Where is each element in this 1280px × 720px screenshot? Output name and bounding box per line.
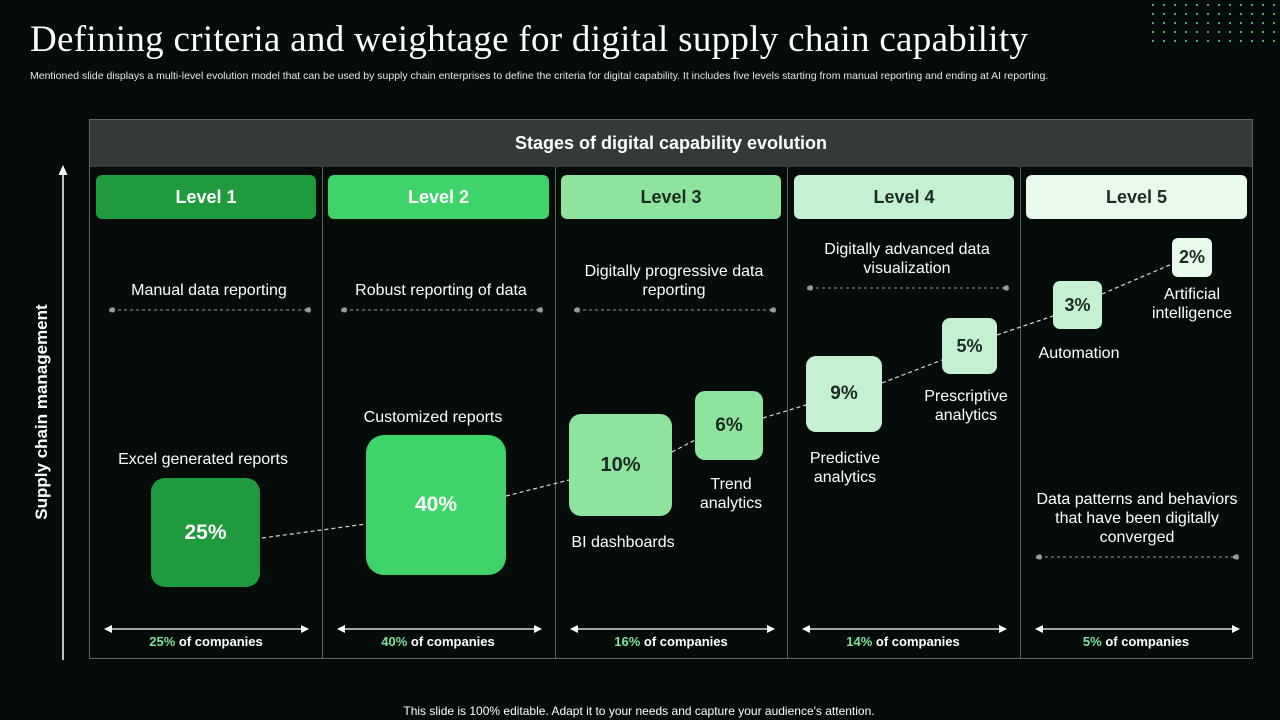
level-1-badge: Level 1	[96, 175, 316, 219]
share-suffix: of companies	[643, 634, 728, 649]
level-5-badge: Level 5	[1026, 175, 1247, 219]
predictive-analytics-label: Predictive analytics	[809, 450, 881, 486]
board-header: Stages of digital capability evolution	[90, 120, 1252, 167]
slide-title: Defining criteria and weightage for digi…	[30, 19, 1029, 60]
description-separators	[109, 285, 1239, 560]
excel-reports-label: Excel generated reports	[118, 451, 288, 468]
level-1-company-share: 25% of companies	[149, 634, 262, 649]
share-value: 16%	[614, 634, 641, 649]
share-value: 5%	[1082, 634, 1102, 649]
share-suffix: of companies	[410, 634, 495, 649]
column-divider	[787, 167, 788, 658]
predictive-analytics-value-box: 9%	[806, 356, 882, 432]
slide-footer: This slide is 100% editable. Adapt it to…	[403, 704, 875, 718]
trend-analytics-label: Trend analytics	[699, 476, 763, 512]
level-1-description: Manual data reporting	[131, 282, 287, 299]
level-2-company-share: 40% of companies	[381, 634, 494, 649]
level-4-badge: Level 4	[794, 175, 1014, 219]
level-3-description: Digitally progressive data reporting	[584, 263, 764, 299]
slide-subtitle: Mentioned slide displays a multi-level e…	[30, 70, 1049, 82]
level-4-description: Digitally advanced data visualization	[824, 241, 990, 277]
ai-label: Artificial intelligence	[1151, 286, 1233, 322]
bi-dashboards-label: BI dashboards	[571, 534, 675, 551]
ai-value-box: 2%	[1172, 238, 1212, 277]
level-3-company-share: 16% of companies	[614, 634, 727, 649]
excel-reports-value-box: 25%	[151, 478, 260, 587]
prescriptive-analytics-label: Prescriptive analytics	[924, 388, 1008, 424]
level-5-company-share: 5% of companies	[1083, 634, 1189, 649]
level-2-badge: Level 2	[328, 175, 549, 219]
level-3-badge: Level 3	[561, 175, 781, 219]
level-4-company-share: 14% of companies	[846, 634, 959, 649]
y-axis-arrow	[58, 165, 68, 660]
trend-line	[261, 263, 1173, 539]
customized-reports-value-box: 40%	[366, 435, 506, 575]
bi-dashboards-value-box: 10%	[569, 414, 672, 516]
column-divider	[322, 167, 323, 658]
trend-analytics-value-box: 6%	[695, 391, 763, 460]
level-2-description: Robust reporting of data	[355, 282, 527, 299]
automation-value-box: 3%	[1053, 281, 1102, 329]
column-divider	[555, 167, 556, 658]
share-suffix: of companies	[875, 634, 960, 649]
share-value: 25%	[149, 634, 176, 649]
share-suffix: of companies	[178, 634, 263, 649]
share-value: 14%	[846, 634, 873, 649]
prescriptive-analytics-value-box: 5%	[942, 318, 997, 374]
decorative-dot-grid	[1152, 4, 1275, 42]
column-divider	[1020, 167, 1021, 658]
level-5-description: Data patterns and behaviors that have be…	[1036, 491, 1238, 546]
share-suffix: of companies	[1105, 634, 1190, 649]
share-value: 40%	[381, 634, 408, 649]
evolution-board: Stages of digital capability evolution L…	[89, 119, 1253, 659]
customized-reports-label: Customized reports	[363, 409, 503, 426]
automation-label: Automation	[1038, 345, 1120, 362]
